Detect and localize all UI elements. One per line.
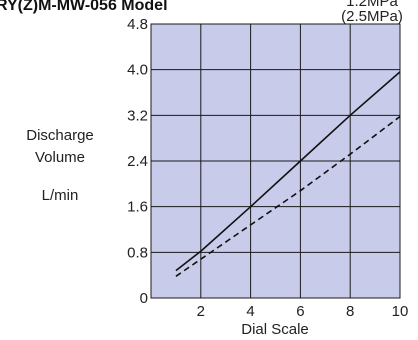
chart-title: RY(Z)M-MW-056 Model xyxy=(0,0,168,14)
grid xyxy=(151,24,400,298)
y-tick-label: 0.8 xyxy=(127,244,148,261)
y-tick-label: 3.2 xyxy=(127,107,148,124)
y-tick-labels: 0 0.8 1.6 2.4 3.2 4.0 4.8 xyxy=(127,16,148,307)
annotation-line1: 1.2MPa xyxy=(346,0,398,10)
x-tick-label: 2 xyxy=(197,303,205,320)
x-tick-label: 8 xyxy=(346,303,354,320)
x-tick-label: 10 xyxy=(392,303,409,320)
y-tick-label: 2.4 xyxy=(127,153,148,170)
x-axis-label: Dial Scale xyxy=(241,321,309,338)
x-tick-labels: 2 4 6 8 10 xyxy=(197,303,409,320)
x-tick-label: 6 xyxy=(296,303,304,320)
y-tick-label: 1.6 xyxy=(127,199,148,216)
annotation-line2: (2.5MPa) xyxy=(341,8,403,25)
series-line-solid xyxy=(175,71,401,272)
y-tick-label: 4.8 xyxy=(127,16,148,33)
y-tick-label: 0 xyxy=(140,290,148,307)
y-tick-label: 4.0 xyxy=(127,62,148,79)
y-axis-label-line1: Discharge xyxy=(26,127,94,144)
y-axis-label-line2: Volume xyxy=(35,149,85,166)
x-tick-label: 4 xyxy=(246,303,254,320)
series-line-dashed xyxy=(175,115,401,277)
y-axis-unit: L/min xyxy=(42,187,79,204)
series-group xyxy=(175,71,401,277)
